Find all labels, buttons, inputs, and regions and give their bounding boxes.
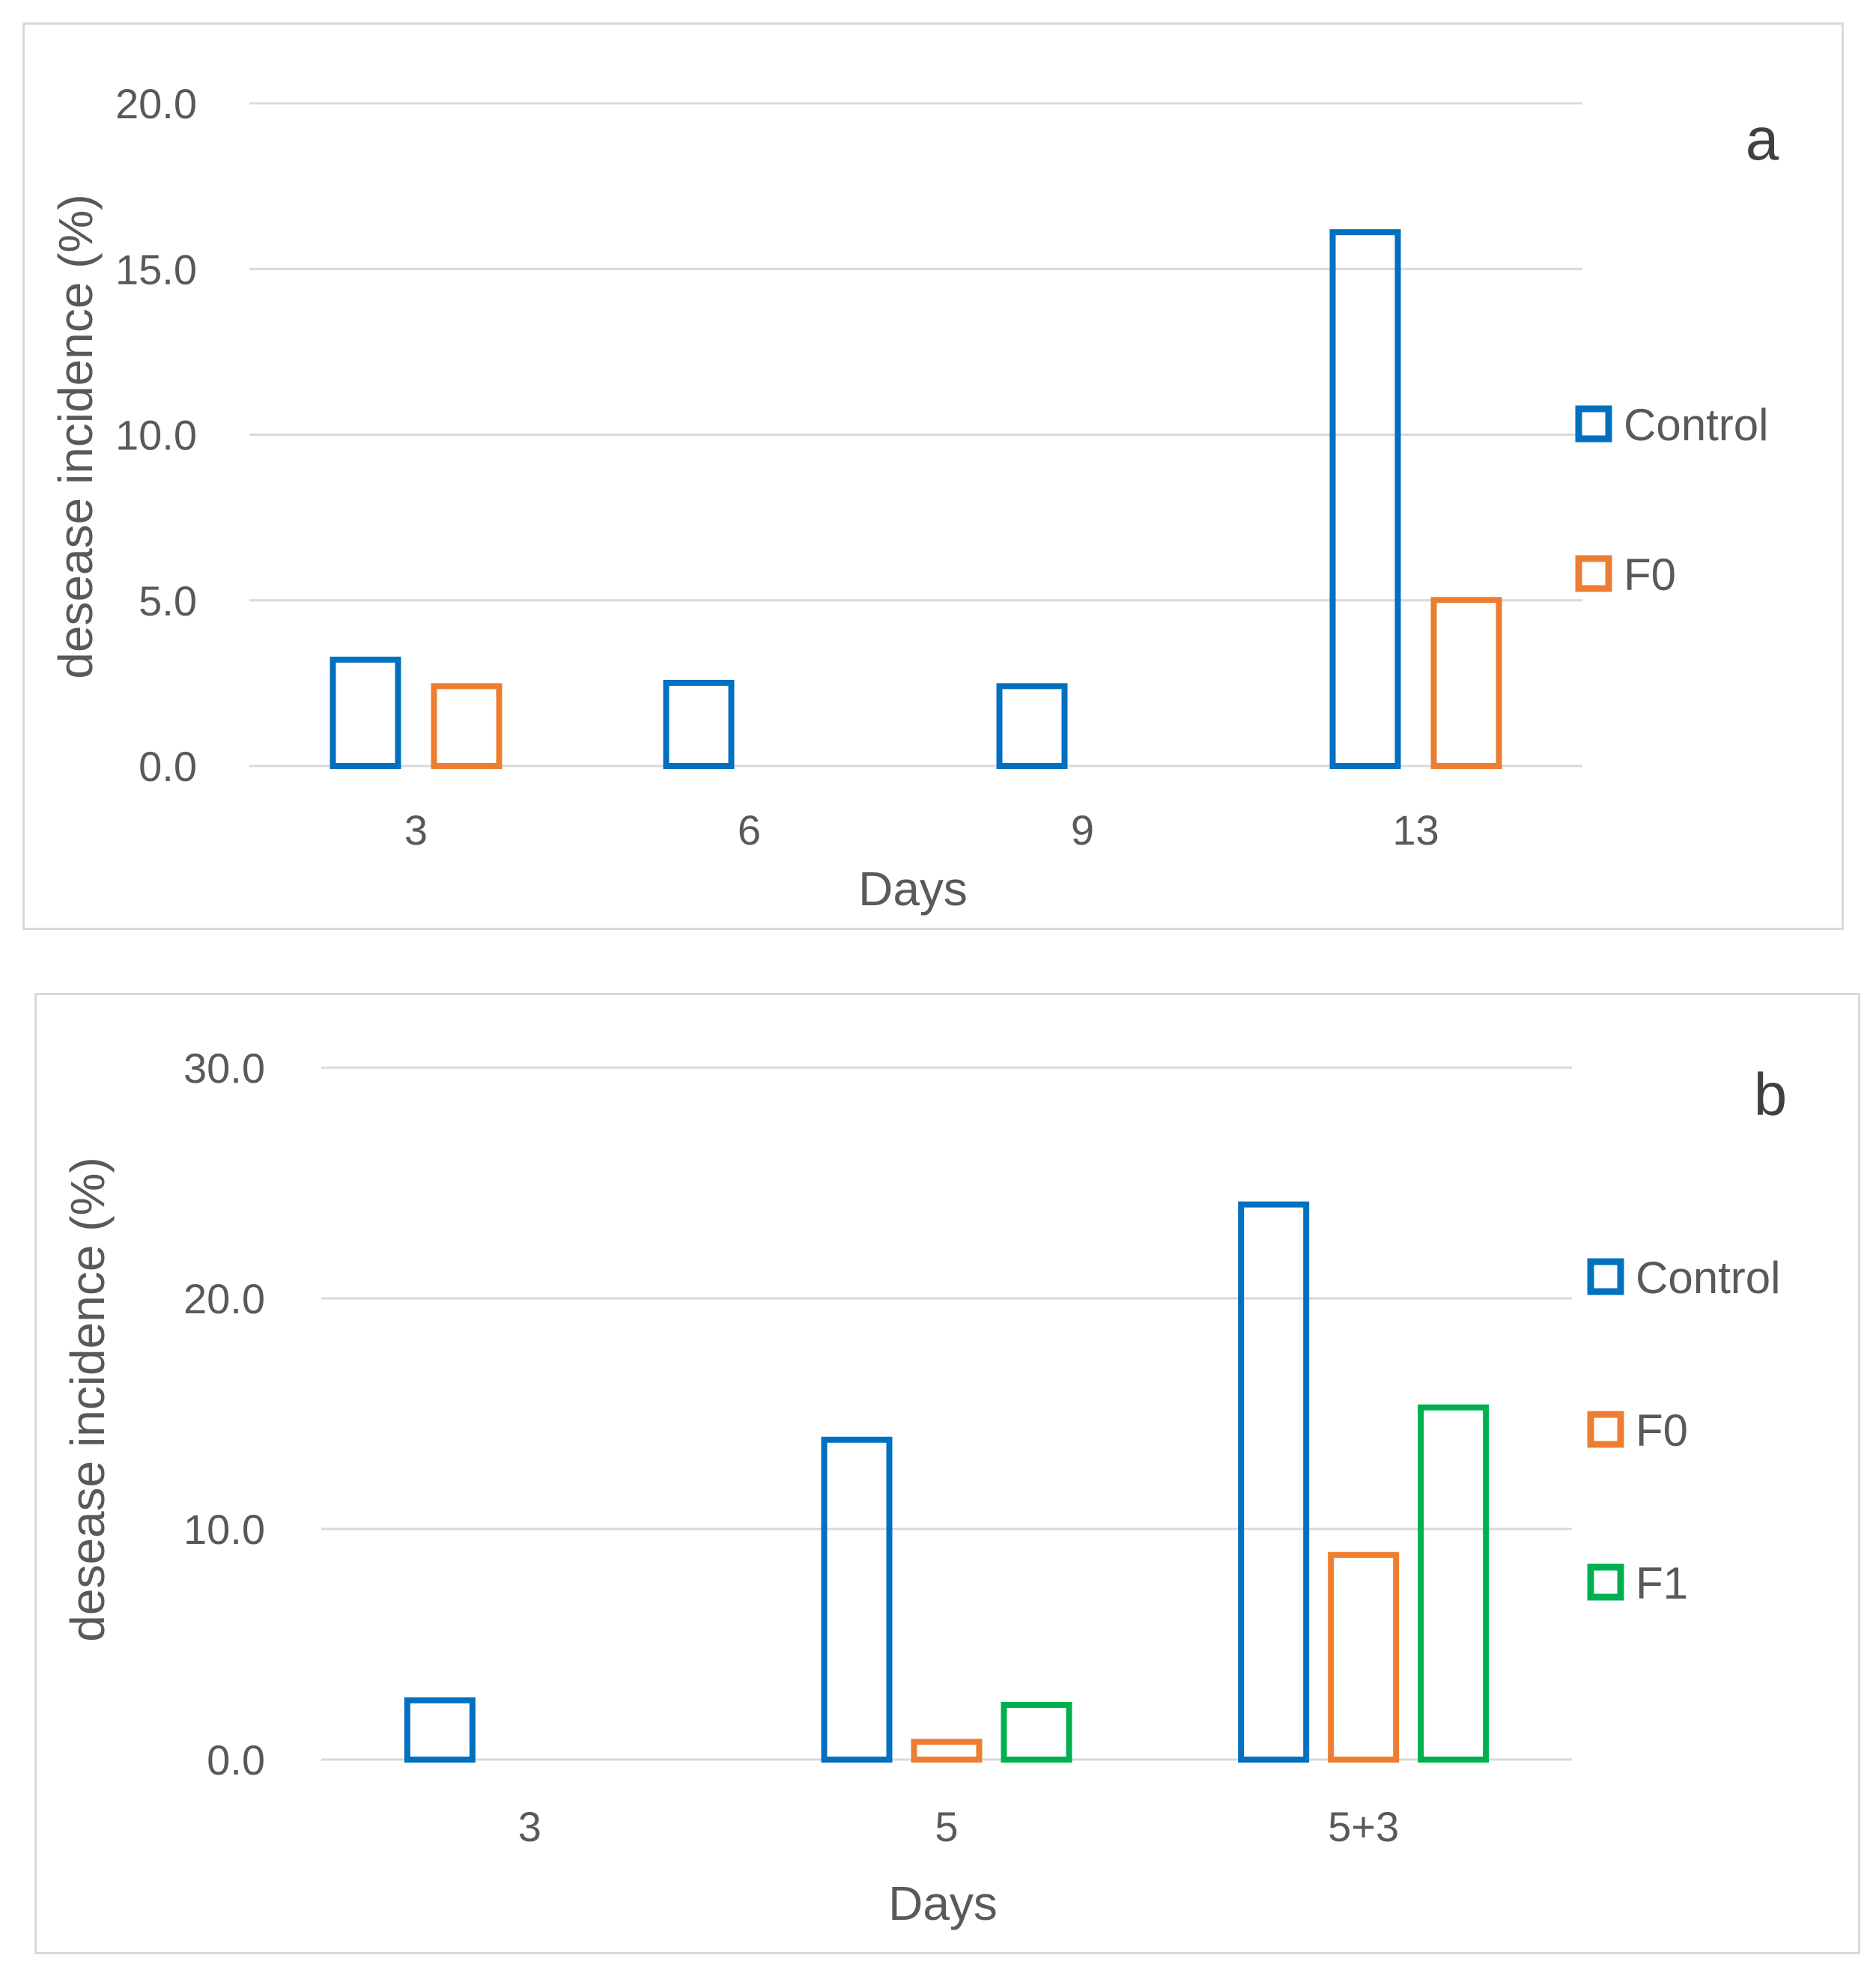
chart-panel-a: 0.0 5.0 10.0 15.0 20.0 3 6 9 13 Days desease in…	[22, 22, 1844, 930]
legend-label-f1: F1	[1636, 1558, 1688, 1608]
y-axis-title: desease incidence (%)	[61, 1157, 115, 1641]
legend-label-f0: F0	[1624, 550, 1676, 600]
bar-control-5	[821, 1436, 893, 1763]
panel-label-b: b	[1754, 1061, 1788, 1128]
y-tick-label: 20.0	[183, 1275, 265, 1322]
y-tick-label: 20.0	[115, 80, 197, 127]
bar-f0-5+3	[1328, 1551, 1400, 1763]
x-tick-label: 3	[518, 1803, 541, 1850]
x-tick-label: 6	[738, 806, 761, 854]
x-tick-label: 13	[1392, 806, 1439, 854]
legend-swatch-f0	[1575, 555, 1612, 592]
legend-swatch-control	[1587, 1258, 1624, 1295]
chart-a-svg: 0.0 5.0 10.0 15.0 20.0 3 6 9 13 Days desease in…	[49, 80, 1779, 916]
y-axis-title: desease incidence (%)	[49, 194, 103, 678]
bar-control-5+3	[1238, 1201, 1310, 1763]
bar-f1-5	[1001, 1702, 1072, 1763]
x-tick-label: 5	[935, 1803, 958, 1850]
chart-panel-b: 0.0 10.0 20.0 30.0 3 5 5+3 Days desease incid…	[34, 993, 1860, 1954]
legend-label-control: Control	[1636, 1253, 1780, 1303]
bar-f0-13	[1430, 597, 1502, 770]
y-tick-label: 10.0	[115, 412, 197, 459]
bar-control-3	[330, 656, 401, 769]
panel-label-a: a	[1746, 106, 1779, 172]
bar-control-13	[1329, 229, 1401, 769]
y-tick-label: 0.0	[139, 743, 197, 790]
bar-control-6	[663, 679, 735, 770]
bar-f0-3	[431, 683, 503, 769]
y-tick-label: 30.0	[183, 1045, 265, 1092]
x-tick-label: 3	[404, 806, 428, 854]
x-tick-label: 5+3	[1328, 1803, 1399, 1850]
bar-f1-5+3	[1418, 1404, 1490, 1763]
legend-swatch-f1	[1587, 1563, 1624, 1601]
y-tick-label: 5.0	[139, 577, 197, 624]
bar-control-3	[404, 1697, 476, 1763]
x-axis-title: Days	[888, 1876, 998, 1930]
chart-b-svg: 0.0 10.0 20.0 30.0 3 5 5+3 Days desease incid…	[61, 1045, 1788, 1930]
bar-control-9	[996, 683, 1068, 769]
legend-swatch-control	[1575, 405, 1612, 443]
x-axis-title: Days	[858, 862, 968, 916]
y-tick-label: 10.0	[183, 1506, 265, 1553]
legend-label-f0: F0	[1636, 1405, 1688, 1456]
legend-swatch-f0	[1587, 1411, 1624, 1448]
legend-label-control: Control	[1624, 400, 1768, 450]
y-tick-label: 15.0	[115, 246, 197, 293]
x-tick-label: 9	[1071, 806, 1094, 854]
y-tick-label: 0.0	[207, 1736, 265, 1784]
bar-f0-5	[911, 1739, 983, 1763]
